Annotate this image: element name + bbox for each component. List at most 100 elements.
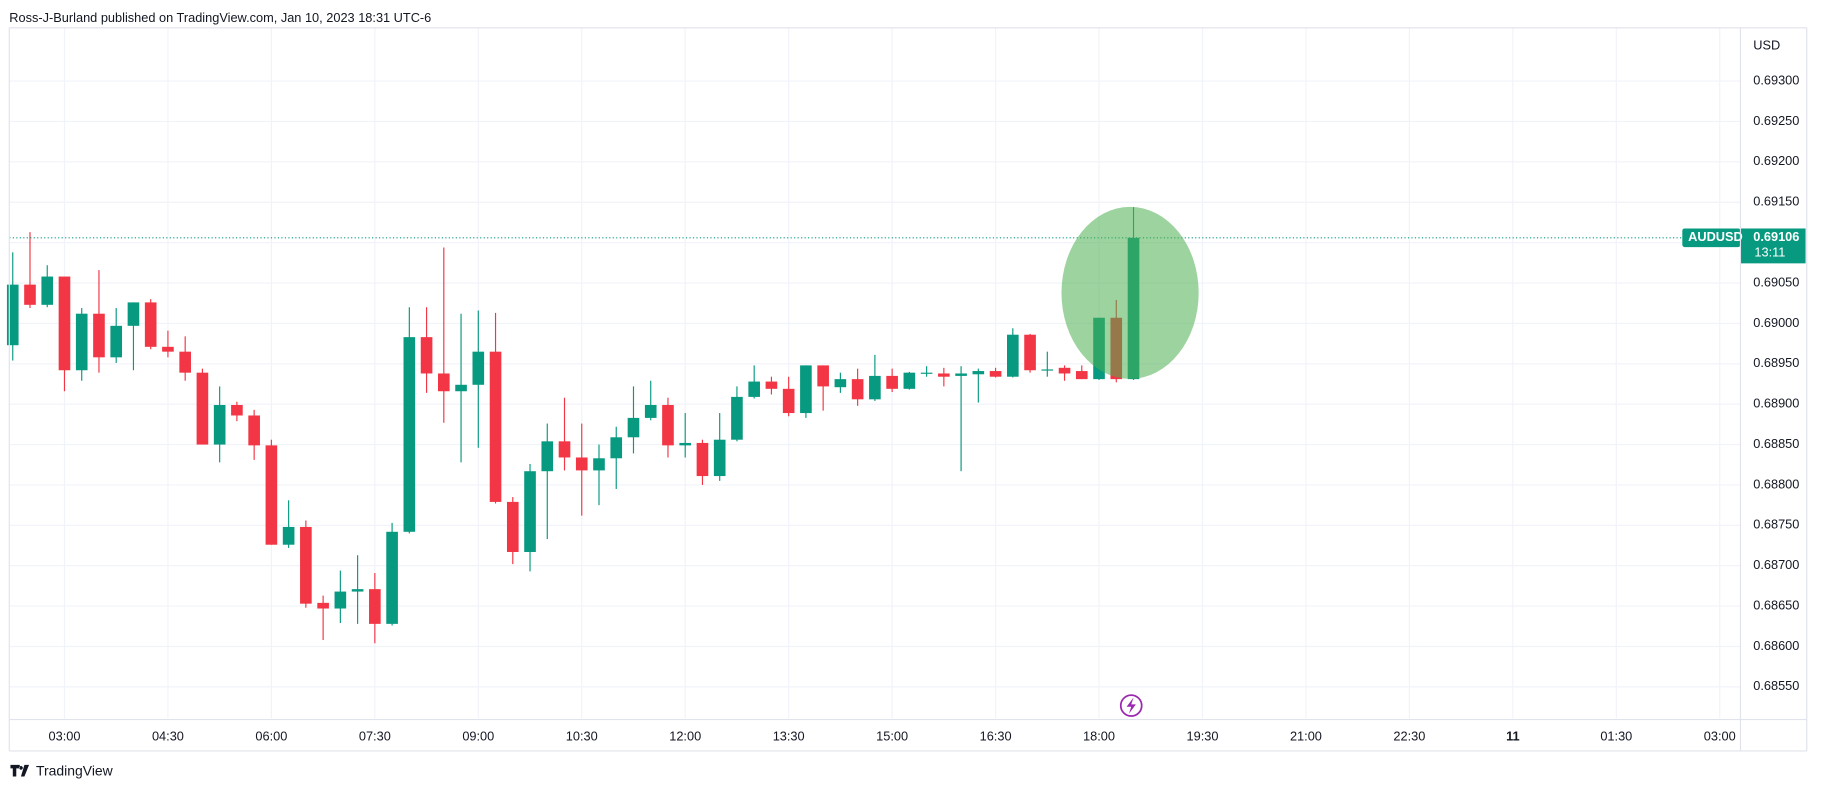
candle-body [41,276,54,305]
candle-body [1075,371,1088,380]
y-tick-label: 0.68800 [1753,476,1799,491]
candle-body [886,375,898,389]
candle-body [162,346,174,352]
candle-body [369,589,381,624]
candle-body [231,404,243,416]
candle-body [662,404,674,446]
y-tick-label: 0.69150 [1753,194,1799,209]
x-tick-label: 21:00 [1290,728,1322,743]
candle-body [317,602,329,609]
y-tick-label: 0.68700 [1753,557,1799,572]
y-tick-label: 0.69050 [1753,274,1799,289]
y-tick-label: 0.69300 [1753,72,1799,87]
candle-body [869,375,881,400]
candle-body [6,284,19,346]
candle-body [989,371,1002,377]
candle-body [403,337,416,532]
x-tick-label: 18:00 [1083,728,1115,743]
candle-body [731,396,743,440]
header: Ross-J-Burland published on TradingView.… [9,10,431,25]
candle-body [903,372,916,389]
candle-body [920,372,933,374]
y-tick-label: 0.68850 [1753,436,1799,451]
candle-body [24,284,36,305]
candle-body [575,457,588,471]
candle-body [127,302,140,326]
candle-body [644,404,657,418]
y-tick-label: 0.69250 [1753,113,1799,128]
candle-body [851,379,864,400]
x-tick-label: 03:00 [49,728,81,743]
event-bolt [1126,697,1136,714]
candle-body [506,501,519,552]
candle-body [800,365,812,414]
x-tick-label: 06:00 [255,728,287,743]
candle-body [213,404,226,445]
x-tick-label: 07:30 [359,728,391,743]
highlight-ellipse [1061,206,1199,379]
price-tag-box [1740,228,1806,264]
logo[interactable]: TradingView [10,763,114,779]
price-tag-symbol-box [1682,228,1741,248]
candle-body [713,439,726,477]
y-tick-label: 0.69200 [1753,153,1799,168]
candle-body [179,351,191,373]
price-tag-countdown: 13:11 [1754,244,1785,259]
x-tick-label: 19:30 [1187,728,1219,743]
x-tick-label: 10:30 [566,728,598,743]
candle-body [817,365,829,387]
x-tick-label: 22:30 [1393,728,1425,743]
x-tick-label: 04:30 [152,728,184,743]
candle-body [93,313,105,358]
y-tick-label: 0.68550 [1753,678,1799,693]
currency-label: USD [1753,38,1780,53]
candle-body [420,337,433,374]
y-tick-label: 0.68750 [1753,517,1799,532]
price-tag-symbol: AUDUSD [1688,229,1743,244]
x-tick-label: 11 [1506,728,1520,743]
x-tick-label: 13:30 [773,728,805,743]
labels: 0.68550 0.68600 0.68650 0.68700 0.68750 0.688… [49,72,1806,743]
candle-body [265,445,278,545]
candle-body [765,381,778,389]
footer-brand[interactable]: TradingView [36,763,114,779]
event-circle[interactable] [1119,694,1143,717]
candle-body [196,372,209,445]
y-tick-label: 0.69000 [1753,315,1799,330]
price-tag-value: 0.69106 [1753,229,1799,244]
candle-body [541,441,554,472]
candle-body [696,442,709,477]
candle-body [438,373,450,392]
candle-body [834,379,847,388]
candle-body [334,591,347,609]
y-tick-label: 0.68950 [1753,355,1799,370]
candle-body [455,384,467,392]
candle-body [1058,367,1071,374]
logo-icon[interactable] [10,764,30,777]
candle-body [144,302,157,347]
y-tick-label: 0.68650 [1753,597,1799,612]
x-tick-label: 03:00 [1704,728,1736,743]
candle-body [248,415,260,446]
candle-body [1024,334,1036,371]
candle-body [627,417,640,438]
candle-body [593,458,605,471]
candle-body [386,531,398,624]
candle-body [282,526,295,545]
candle-body [300,526,312,604]
candle-body [489,351,502,502]
candle-body [75,313,88,371]
candle-body [110,325,123,358]
candle-body [938,373,950,377]
event-icon[interactable] [1119,694,1143,717]
x-tick-label: 12:00 [669,728,701,743]
candle-body [955,373,967,376]
y-tick-label: 0.68600 [1753,638,1799,653]
candle-body [610,437,623,459]
candle-body [351,589,364,592]
candle-body [748,381,760,397]
x-tick-label: 15:00 [876,728,908,743]
x-tick-label: 16:30 [980,728,1012,743]
